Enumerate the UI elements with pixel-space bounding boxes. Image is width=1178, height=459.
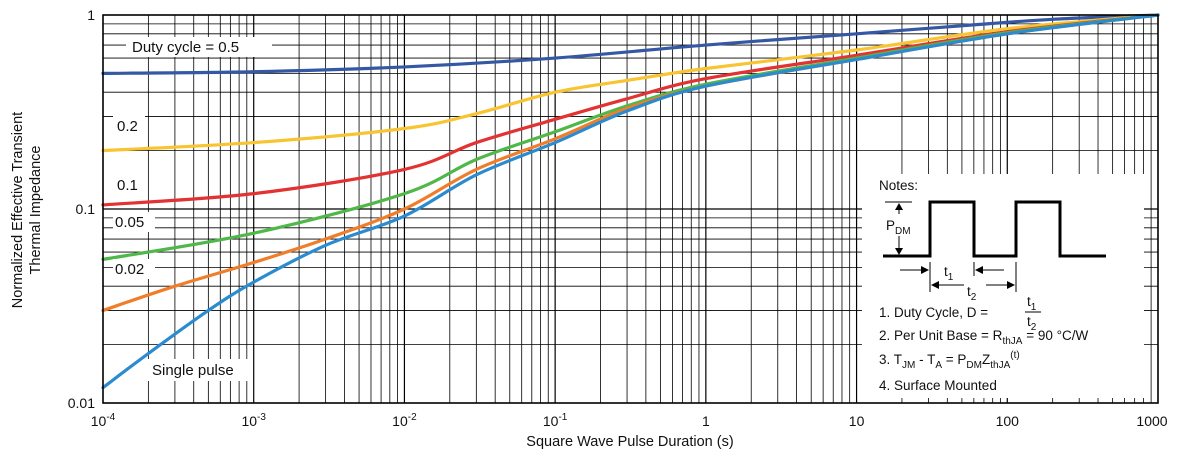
curve-label-0-2: 0.2 — [117, 118, 138, 135]
curve-label-0-05: 0.05 — [115, 214, 144, 231]
y-axis-label-line-2: Thermal Impedance — [28, 146, 44, 275]
x-tick-label: 10-4 — [91, 412, 116, 429]
note-duty-cycle: 1. Duty Cycle, D = — [879, 305, 988, 320]
x-tick-label: 1000 — [1136, 413, 1167, 429]
x-tick-label: 10-1 — [543, 412, 568, 429]
curve-label-duty-0-5: Duty cycle = 0.5 — [132, 39, 239, 56]
x-tick-label: 100 — [996, 413, 1020, 429]
notes-title: Notes: — [879, 178, 918, 193]
curve-label-0-1: 0.1 — [117, 177, 138, 194]
curve-label-single-pulse: Single pulse — [152, 362, 234, 379]
y-axis-label-line-1: Normalized Effective Transient — [10, 112, 26, 308]
note-surface-mounted: 4. Surface Mounted — [879, 378, 997, 393]
y-tick-label: 1 — [87, 7, 95, 23]
curve-label-0-02: 0.02 — [115, 261, 144, 278]
notes-panel: Notes: PDM t1 t2 1. Duty Cycle, D = t1 t… — [862, 174, 1144, 398]
x-tick-label: 10-2 — [392, 412, 417, 429]
y-tick-label: 0.01 — [68, 395, 95, 411]
x-tick-label: 10 — [849, 413, 865, 429]
x-tick-label: 10-3 — [241, 412, 266, 429]
x-tick-label: 1 — [702, 413, 710, 429]
y-tick-label: 0.1 — [76, 201, 96, 217]
x-axis-label: Square Wave Pulse Duration (s) — [526, 434, 733, 450]
